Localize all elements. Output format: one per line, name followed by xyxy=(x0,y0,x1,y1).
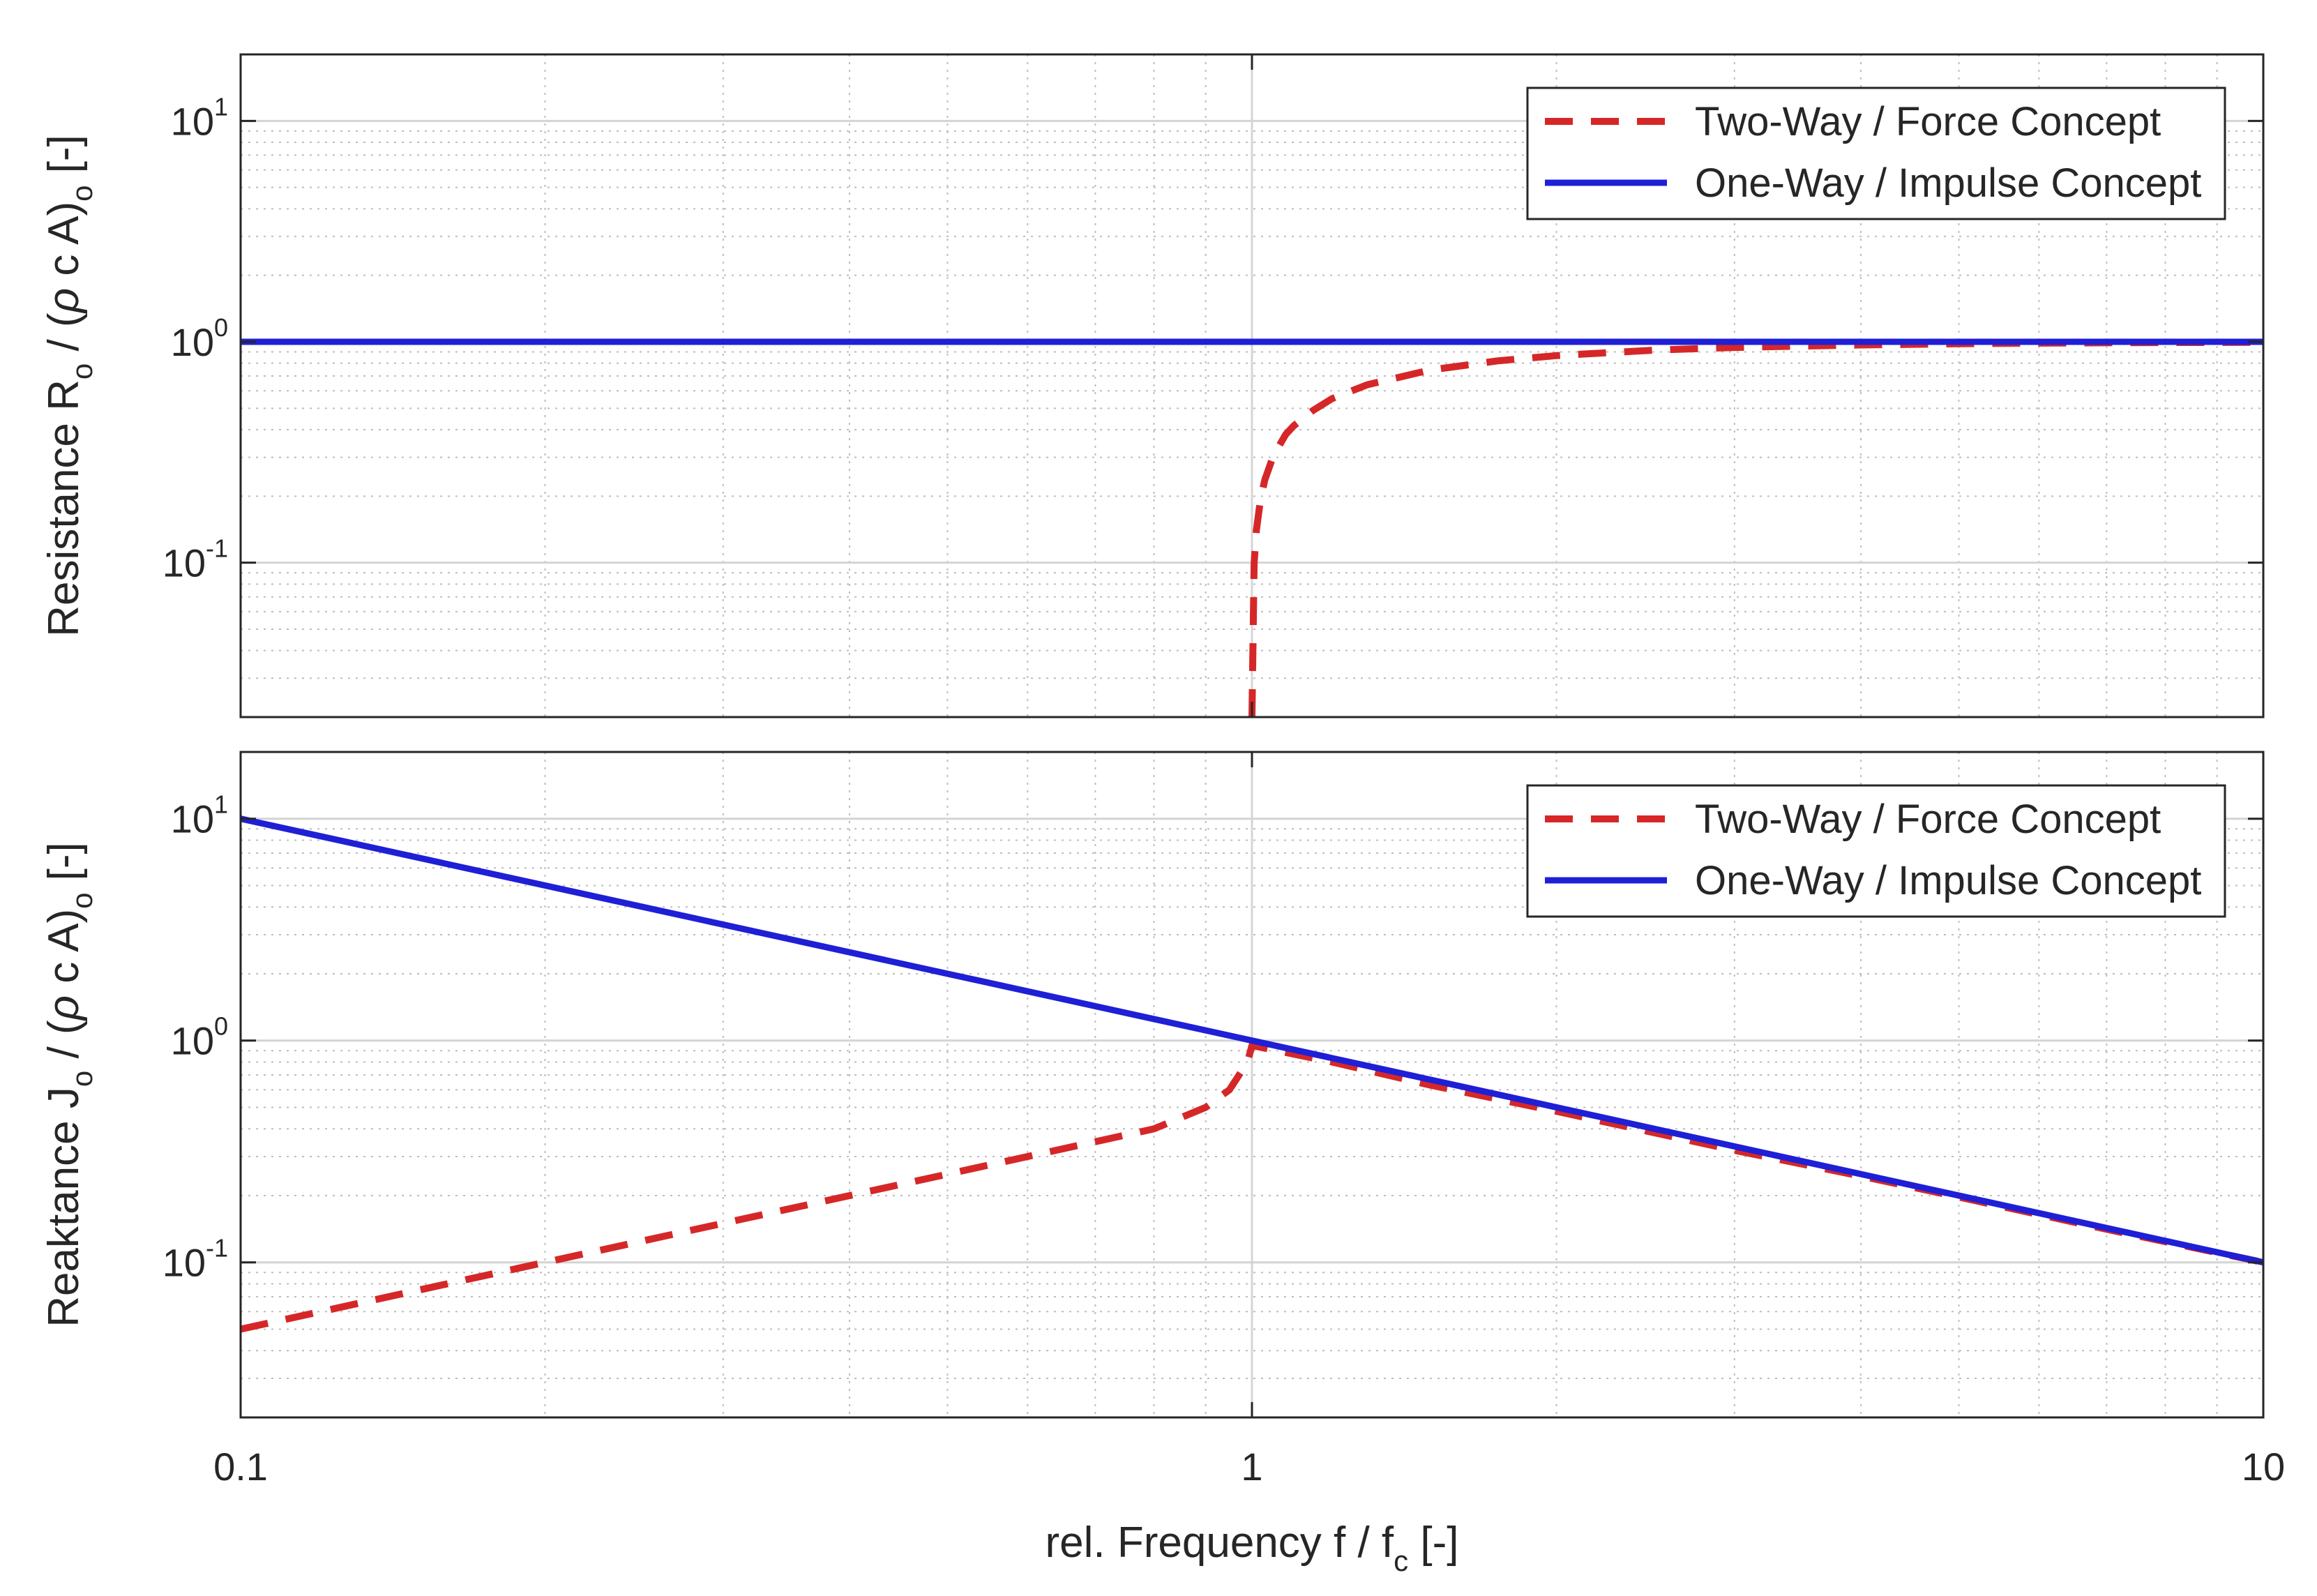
y-tick-label: 10-1 xyxy=(163,534,228,585)
x-tick-label: 0.1 xyxy=(213,1445,268,1489)
y-tick-label: 101 xyxy=(171,790,228,841)
y-tick-label: 100 xyxy=(171,1012,228,1063)
legend-label: One-Way / Impulse Concept xyxy=(1695,160,2201,206)
y-tick-label: 100 xyxy=(171,313,228,364)
legend: Two-Way / Force Concept One-Way / Impulse… xyxy=(1526,784,2226,918)
legend-label: Two-Way / Force Concept xyxy=(1695,797,2161,842)
series-group xyxy=(241,338,2264,718)
x-axis-label: rel. Frequency f / fc [-] xyxy=(1046,1519,1459,1577)
legend-label: Two-Way / Force Concept xyxy=(1695,99,2161,144)
x-tick-label: 10 xyxy=(2242,1445,2285,1489)
legend: Two-Way / Force Concept One-Way / Impulse… xyxy=(1526,86,2226,220)
y-tick-exponent: 0 xyxy=(214,1012,228,1041)
legend-box xyxy=(1526,86,2226,220)
series-group xyxy=(239,815,2265,1333)
y-tick-exponent: 1 xyxy=(214,92,228,121)
y-tick-label: 101 xyxy=(171,92,228,143)
y-tick-exponent: -1 xyxy=(206,1234,228,1263)
y-axis-label: Resistance Ro / (ρ c A)o [-] xyxy=(40,135,98,637)
legend-label: One-Way / Impulse Concept xyxy=(1695,858,2201,903)
y-tick-exponent: -1 xyxy=(206,534,228,563)
y-axis-label: Reaktance Jo / (ρ c A)o [-] xyxy=(40,842,98,1327)
y-tick-label: 10-1 xyxy=(163,1234,228,1285)
y-tick-exponent: 1 xyxy=(214,790,228,819)
two-way-series-line xyxy=(239,1041,2265,1333)
legend-box xyxy=(1526,784,2226,918)
one-way-series-line xyxy=(240,815,2264,1266)
x-tick-label: 1 xyxy=(1241,1445,1262,1489)
y-tick-exponent: 0 xyxy=(214,313,228,342)
